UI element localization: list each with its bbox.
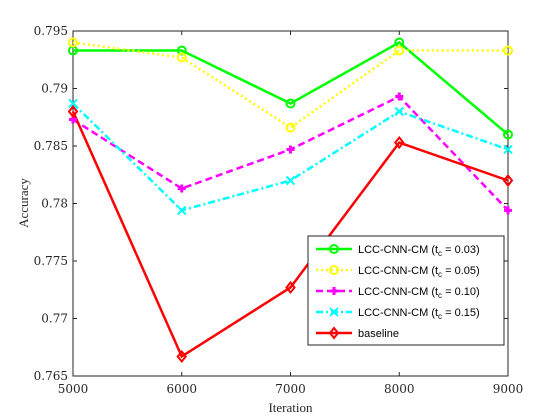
x-tick-label-4: 9000 [493, 382, 524, 396]
y-tick-label-4: 0.785 [34, 139, 68, 153]
series-2-point-4 [504, 206, 512, 215]
legend-entry-2: LCC-CNN-CM (tc = 0.10) [316, 286, 480, 300]
legend-label-main-3: LCC-CNN-CM (t [358, 307, 438, 319]
x-tick-label-2: 7000 [275, 382, 306, 396]
legend: LCC-CNN-CM (tc = 0.03)LCC-CNN-CM (tc = 0… [307, 235, 505, 346]
legend-label-main-2: LCC-CNN-CM (t [358, 286, 438, 298]
axis-ticks [72, 30, 509, 377]
series-4-point-1 [176, 349, 188, 364]
series-0-point-1 [176, 45, 187, 56]
y-axis-title: Accuracy [16, 178, 31, 228]
legend-label-sub-1: c [438, 270, 442, 279]
legend-label-0: LCC-CNN-CM (tc = 0.03) [358, 244, 480, 258]
legend-label-main-4: baseline [358, 328, 399, 340]
series-4-point-3 [393, 135, 405, 150]
legend-entry-3: LCC-CNN-CM (tc = 0.15) [316, 307, 480, 321]
series-3-point-3 [394, 106, 404, 117]
legend-label-sub-3: c [438, 312, 442, 321]
series-markers [67, 37, 514, 364]
legend-label-suffix-0: = 0.03) [442, 244, 480, 256]
legend-entry-4: baseline [316, 326, 399, 340]
series-3-point-2 [285, 175, 296, 186]
series-line-0 [73, 40, 509, 136]
y-tick-labels: 0.765 0.77 0.775 0.78 0.785 0.79 0.795 [34, 24, 68, 383]
legend-marker-2 [330, 287, 338, 295]
x-tick-label-3: 8000 [384, 382, 415, 396]
y-tick-label-1: 0.77 [41, 312, 68, 326]
legend-label-2: LCC-CNN-CM (tc = 0.10) [358, 286, 480, 300]
series-4-point-4 [502, 173, 514, 188]
legend-label-sub-2: c [438, 291, 442, 300]
y-tick-label-2: 0.775 [34, 254, 68, 268]
legend-label-1: LCC-CNN-CM (tc = 0.05) [358, 265, 480, 279]
legend-label-sub-0: c [438, 249, 442, 258]
series-4-point-2 [285, 280, 296, 295]
legend-marker-0 [329, 244, 339, 254]
series-1-point-1 [176, 52, 187, 63]
legend-label-suffix-1: = 0.05) [442, 265, 480, 277]
legend-marker-3 [329, 307, 339, 317]
y-tick-label-0: 0.765 [34, 369, 68, 383]
x-tick-label-1: 6000 [166, 382, 197, 396]
legend-label-main-0: LCC-CNN-CM (t [358, 244, 438, 256]
series-1-point-0 [68, 37, 78, 48]
series-2-point-3 [395, 92, 404, 101]
series-0-point-4 [503, 129, 513, 140]
series-line-4 [71, 110, 509, 359]
legend-label-3: LCC-CNN-CM (tc = 0.15) [358, 307, 480, 321]
legend-entry-0: LCC-CNN-CM (tc = 0.03) [316, 244, 480, 258]
y-tick-label-5: 0.79 [41, 82, 68, 96]
series-3-point-4 [503, 144, 513, 155]
series-1-point-2 [285, 122, 296, 133]
series-3-point-0 [68, 98, 78, 109]
series-1-point-3 [394, 45, 405, 56]
y-tick-label-6: 0.795 [34, 24, 68, 38]
legend-label-4: baseline [358, 328, 399, 340]
series-0-point-2 [285, 98, 296, 109]
legend-marker-4 [328, 326, 340, 340]
series-2-point-1 [177, 184, 186, 193]
y-tick-label-3: 0.78 [41, 197, 68, 211]
legend-marker-1 [329, 265, 339, 275]
x-tick-label-0: 5000 [58, 382, 89, 396]
series-1-point-4 [503, 45, 513, 56]
legend-label-suffix-2: = 0.10) [442, 286, 480, 298]
legend-entry-1: LCC-CNN-CM (tc = 0.05) [316, 265, 480, 279]
legend-label-suffix-3: = 0.15) [442, 307, 480, 319]
series-3-point-1 [177, 205, 187, 216]
series-2-point-2 [286, 145, 295, 154]
x-axis-title: Iteration [268, 400, 313, 415]
legend-label-main-1: LCC-CNN-CM (t [358, 265, 438, 277]
x-tick-labels: 5000 6000 7000 8000 9000 [58, 382, 524, 396]
series-4-point-0 [67, 104, 79, 119]
